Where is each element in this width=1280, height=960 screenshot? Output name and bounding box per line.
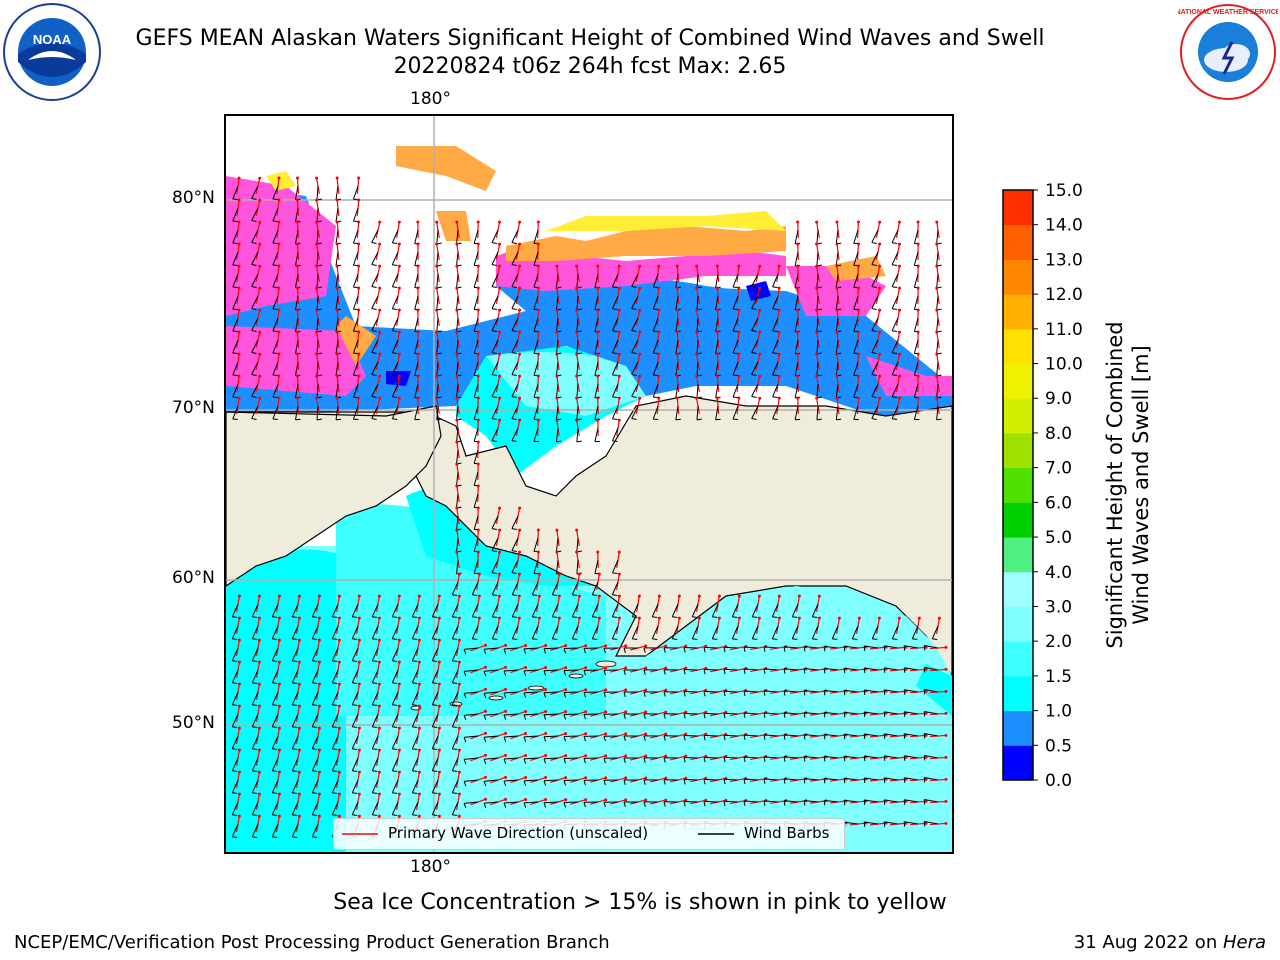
colorbar-bin [1003,398,1033,434]
map-legend: Primary Wave Direction (unscaled) Wind B… [333,818,845,850]
colorbar-bin [1003,641,1033,677]
colorbar-bin [1003,190,1033,226]
colorbar-tick-label: 13.0 [1045,250,1083,270]
footer-credit: NCEP/EMC/Verification Post Processing Pr… [14,932,610,953]
sea-ice-note: Sea Ice Concentration > 15% is shown in … [333,890,947,915]
noaa-logo: NOAA [3,3,101,101]
colorbar: 0.0 0.5 1.0 1.5 2.0 3.0 4.0 5.0 6.0 7.0 8.0 9.0 10.0… [1002,181,1083,790]
colorbar-tick-label: 0.0 [1045,771,1072,790]
colorbar-tick-label: 0.5 [1045,736,1072,756]
map-panel [224,114,954,854]
colorbar-tick-label: 4.0 [1045,563,1072,583]
colorbar-tick-label: 6.0 [1045,493,1072,513]
sea-ice-floe [396,146,496,191]
sea-ice-west [226,176,336,316]
lat-label-80: 80°N [172,188,215,208]
colorbar-bin [1003,328,1033,365]
colorbar-tick-label: 9.0 [1045,389,1072,409]
colorbar-tick-label: 12.0 [1045,285,1083,305]
graticule [226,116,952,852]
svg-text:NOAA: NOAA [33,32,72,47]
wind-barbs-legend-line [698,833,734,835]
svg-text:NATIONAL WEATHER SERVICE: NATIONAL WEATHER SERVICE [1178,9,1278,16]
colorbar-tick-label: 11.0 [1045,320,1083,340]
colorbar-tick-label: 2.0 [1045,632,1072,652]
nws-logo: NATIONAL WEATHER SERVICE [1178,4,1278,100]
colorbar-tick-label: 8.0 [1045,424,1072,444]
colorbar-tick-label: 5.0 [1045,528,1072,548]
colorbar-bin [1003,710,1033,746]
colorbar-tick-label: 3.0 [1045,597,1072,617]
colorbar-bin [1003,675,1033,712]
land-chukotka [226,405,442,587]
colorbar-bin [1003,294,1033,330]
colorbar-bin [1003,502,1033,538]
lon-label-bottom: 180° [410,857,451,877]
lon-label-top: 180° [410,89,451,109]
lat-label-60: 60°N [172,568,215,588]
colorbar-bin [1003,537,1033,573]
colorbar-bin [1003,467,1033,503]
wind-barbs-legend-label: Wind Barbs [744,824,830,842]
colorbar-tick-label: 10.0 [1045,355,1083,375]
colorbar-tick-label: 7.0 [1045,459,1072,479]
colorbar-bin [1003,363,1033,399]
colorbar-bin [1003,224,1033,260]
colorbar-tick-label: 1.5 [1045,667,1072,687]
colorbar-bin [1003,259,1033,295]
colorbar-bin [1003,571,1033,607]
colorbar-label: Significant Height of Combined Wind Wave… [1103,321,1153,649]
colorbar-bin [1003,606,1033,642]
chart-subtitle: 20220824 t06z 264h fcst Max: 2.65 [393,54,787,79]
wave-direction-legend-line [342,833,378,835]
lat-label-50: 50°N [172,713,215,733]
colorbar-tick-label: 14.0 [1045,216,1083,236]
map-canvas [226,116,952,852]
footer-date: 31 Aug 2022 on Hera [1073,932,1266,953]
colorbar-bin [1003,745,1033,781]
colorbar-tick-label: 15.0 [1045,181,1083,201]
wave-direction-legend-label: Primary Wave Direction (unscaled) [388,824,649,842]
colorbar-tick-label: 1.0 [1045,702,1072,722]
chart-title: GEFS MEAN Alaskan Waters Significant Hei… [135,26,1045,51]
lat-label-70: 70°N [172,398,215,418]
colorbar-bin [1003,432,1033,469]
